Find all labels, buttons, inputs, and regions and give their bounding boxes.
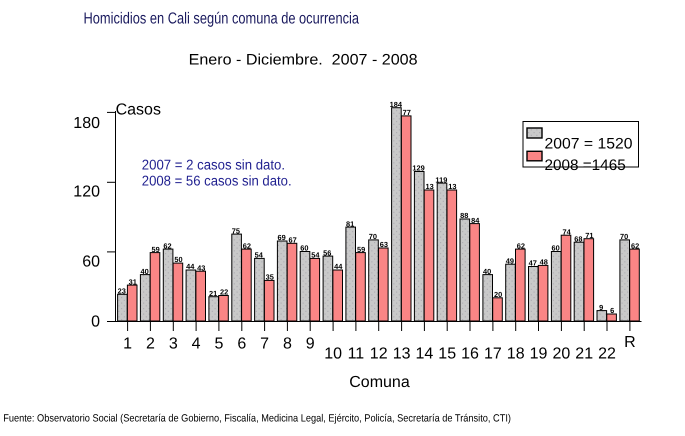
svg-text:Fuente: Observatorio Social (S: Fuente: Observatorio Social (Secretaría … <box>3 412 511 424</box>
svg-text:74: 74 <box>562 227 571 236</box>
svg-text:17: 17 <box>484 346 502 363</box>
svg-text:0: 0 <box>91 314 100 331</box>
svg-text:69: 69 <box>277 233 285 242</box>
svg-text:44: 44 <box>334 262 343 271</box>
svg-text:54: 54 <box>311 251 320 260</box>
svg-text:2007 = 1520: 2007 = 1520 <box>545 135 633 152</box>
svg-text:Comuna: Comuna <box>349 374 410 391</box>
svg-text:14: 14 <box>416 346 434 363</box>
svg-text:88: 88 <box>460 211 468 220</box>
svg-text:2: 2 <box>146 335 155 352</box>
svg-text:70: 70 <box>620 232 628 241</box>
svg-text:20: 20 <box>553 346 571 363</box>
svg-text:84: 84 <box>471 216 480 225</box>
svg-text:9: 9 <box>599 303 603 312</box>
svg-text:2008 =1465: 2008 =1465 <box>545 157 626 174</box>
svg-text:49: 49 <box>506 256 514 265</box>
svg-text:62: 62 <box>517 241 525 250</box>
svg-text:22: 22 <box>598 346 616 363</box>
svg-text:56: 56 <box>323 248 331 257</box>
svg-text:5: 5 <box>214 335 223 352</box>
svg-text:60: 60 <box>300 244 308 253</box>
svg-text:6: 6 <box>237 335 246 352</box>
svg-text:40: 40 <box>483 267 491 276</box>
svg-text:59: 59 <box>151 245 159 254</box>
svg-text:Homicidios en Cali según comun: Homicidios en Cali según comuna de ocurr… <box>84 11 360 28</box>
svg-text:60: 60 <box>551 244 559 253</box>
svg-text:40: 40 <box>140 267 148 276</box>
svg-text:129: 129 <box>412 164 424 173</box>
svg-text:22: 22 <box>220 288 228 297</box>
svg-text:75: 75 <box>232 226 240 235</box>
svg-text:2008 = 56 casos sin dato.: 2008 = 56 casos sin dato. <box>142 174 292 190</box>
svg-text:15: 15 <box>438 346 456 363</box>
svg-text:Casos: Casos <box>116 101 161 118</box>
svg-text:1: 1 <box>123 335 132 352</box>
svg-text:180: 180 <box>73 115 100 132</box>
svg-text:184: 184 <box>390 100 403 109</box>
svg-text:20: 20 <box>494 290 502 299</box>
svg-text:50: 50 <box>174 255 182 264</box>
svg-text:23: 23 <box>118 287 126 296</box>
svg-text:3: 3 <box>169 335 178 352</box>
svg-text:4: 4 <box>192 335 201 352</box>
svg-text:47: 47 <box>529 259 537 268</box>
svg-text:77: 77 <box>403 108 411 117</box>
svg-text:21: 21 <box>209 289 217 298</box>
svg-text:71: 71 <box>585 231 593 240</box>
svg-text:48: 48 <box>540 258 548 267</box>
svg-text:67: 67 <box>288 236 296 245</box>
svg-text:62: 62 <box>243 241 251 250</box>
svg-text:10: 10 <box>324 346 342 363</box>
svg-text:Enero - Diciembre. 2007 - 200: Enero - Diciembre. 2007 - 2008 <box>189 51 418 68</box>
svg-text:13: 13 <box>393 346 411 363</box>
svg-text:62: 62 <box>163 241 171 250</box>
svg-text:68: 68 <box>574 234 582 243</box>
svg-text:44: 44 <box>186 262 195 271</box>
svg-text:19: 19 <box>530 346 548 363</box>
svg-text:60: 60 <box>82 253 100 270</box>
svg-text:9: 9 <box>306 335 315 352</box>
svg-text:12: 12 <box>370 346 388 363</box>
svg-text:31: 31 <box>129 277 137 286</box>
svg-text:43: 43 <box>197 263 205 272</box>
svg-text:59: 59 <box>357 245 365 254</box>
svg-text:7: 7 <box>260 335 269 352</box>
svg-text:R: R <box>624 334 636 351</box>
svg-text:119: 119 <box>435 175 447 184</box>
svg-text:16: 16 <box>461 346 479 363</box>
svg-text:13: 13 <box>425 182 433 191</box>
svg-text:63: 63 <box>380 240 388 249</box>
svg-text:18: 18 <box>507 346 525 363</box>
svg-text:35: 35 <box>266 273 274 282</box>
svg-text:8: 8 <box>283 335 292 352</box>
svg-text:21: 21 <box>575 346 593 363</box>
svg-text:70: 70 <box>369 232 377 241</box>
svg-text:6: 6 <box>610 306 614 315</box>
svg-text:81: 81 <box>346 219 354 228</box>
svg-text:13: 13 <box>448 182 456 191</box>
svg-text:11: 11 <box>348 346 365 363</box>
svg-text:2007 = 2 casos sin dato.: 2007 = 2 casos sin dato. <box>142 158 285 174</box>
svg-text:120: 120 <box>73 184 100 201</box>
svg-text:54: 54 <box>255 251 264 260</box>
svg-text:62: 62 <box>631 241 639 250</box>
